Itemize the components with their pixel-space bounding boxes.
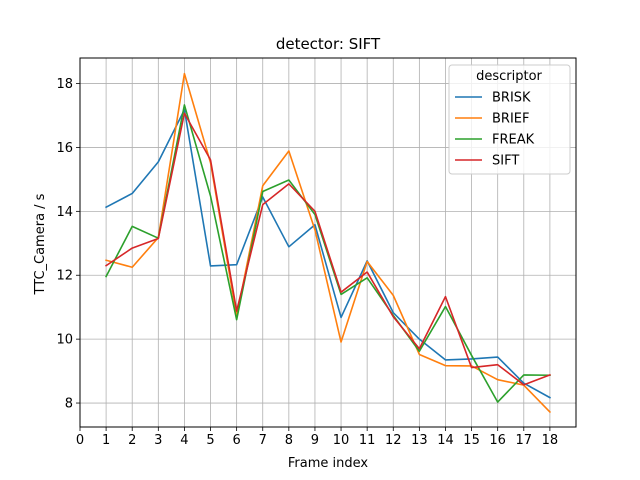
x-tick-label: 18 xyxy=(542,433,559,448)
legend-box xyxy=(448,64,571,175)
x-tick-label: 11 xyxy=(359,433,376,448)
x-tick-label: 0 xyxy=(76,433,84,448)
x-tick-label: 8 xyxy=(285,433,293,448)
x-tick-label: 3 xyxy=(154,433,162,448)
y-tick-label: 14 xyxy=(56,205,73,220)
y-tick-label: 8 xyxy=(65,397,73,412)
series-line-brief xyxy=(105,72,552,414)
x-tick-label: 10 xyxy=(333,433,350,448)
x-tick-label: 7 xyxy=(259,433,267,448)
x-tick-label: 4 xyxy=(180,433,188,448)
legend-label-brief: BRIEF xyxy=(492,112,529,127)
x-tick-label: 15 xyxy=(463,433,480,448)
y-tick-label: 18 xyxy=(56,77,73,92)
series-line-freak xyxy=(105,104,551,403)
x-tick-label: 13 xyxy=(411,433,428,448)
y-axis-label: TTC_Camera / s xyxy=(33,193,48,295)
legend: descriptor BRISK BRIEF FREAK SIFT xyxy=(448,64,571,175)
x-tick-label: 6 xyxy=(232,433,240,448)
y-tick-label: 16 xyxy=(56,141,73,156)
x-tick-label: 5 xyxy=(206,433,214,448)
x-tick-label: 16 xyxy=(489,433,506,448)
series-line-brisk xyxy=(105,108,551,399)
legend-items: BRISK BRIEF FREAK SIFT xyxy=(455,91,535,169)
legend-label-freak: FREAK xyxy=(492,133,535,148)
y-tick-label: 12 xyxy=(56,269,73,284)
legend-label-brisk: BRISK xyxy=(492,91,531,106)
legend-title: descriptor xyxy=(476,69,542,84)
x-tick-label: 12 xyxy=(385,433,402,448)
x-tick-label: 9 xyxy=(311,433,319,448)
legend-label-sift: SIFT xyxy=(492,154,519,169)
y-tick-label: 10 xyxy=(56,333,73,348)
x-tick-label: 17 xyxy=(516,433,533,448)
x-tick-label: 2 xyxy=(128,433,136,448)
plot-area-frame xyxy=(79,57,577,428)
series-lines xyxy=(104,72,552,414)
x-tick-label: 1 xyxy=(102,433,110,448)
x-axis-label: Frame index xyxy=(288,456,369,471)
series-line-sift xyxy=(104,112,551,386)
x-tick-label: 14 xyxy=(437,433,454,448)
chart-title: detector: SIFT xyxy=(276,35,381,53)
grid xyxy=(79,58,576,427)
